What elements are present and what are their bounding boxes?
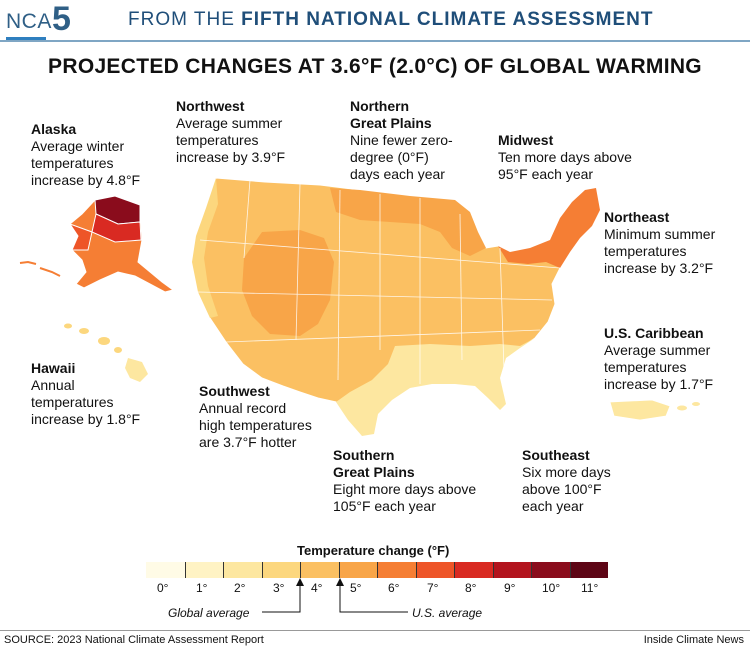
legend-swatch — [300, 562, 339, 578]
legend-tick-label: 1° — [196, 581, 208, 595]
legend-tick-mark — [570, 562, 571, 578]
region-description: Minimum summer temperatures increase by … — [604, 226, 716, 276]
region-description: Ten more days above 95°F each year — [498, 149, 632, 182]
legend-tick-mark — [339, 562, 340, 578]
region-northeast: Northeast Minimum summer temperatures in… — [604, 209, 715, 277]
region-name: U.S. Caribbean — [604, 325, 704, 341]
region-name: Southern Great Plains — [333, 447, 415, 480]
legend-tick-label: 7° — [427, 581, 439, 595]
legend-tick-label: 9° — [504, 581, 516, 595]
legend-swatch — [415, 562, 454, 578]
legend-swatch — [454, 562, 493, 578]
region-name: Hawaii — [31, 360, 76, 376]
legend-swatch — [492, 562, 531, 578]
region-description: Average winter temperatures increase by … — [31, 138, 141, 188]
global-average-arrow-icon — [296, 578, 304, 586]
header-bar — [0, 0, 750, 42]
region-name: Northwest — [176, 98, 245, 114]
legend-tick-label: 2° — [234, 581, 246, 595]
alaska-shape — [19, 195, 175, 293]
region-description: Eight more days above 105°F each year — [333, 481, 477, 514]
legend-tick-label: 6° — [388, 581, 400, 595]
hawaii-shape — [64, 323, 148, 382]
legend-swatch — [338, 562, 377, 578]
legend-swatch — [146, 562, 185, 578]
region-description: Annual record high temperatures are 3.7°… — [199, 400, 312, 450]
legend-swatch — [184, 562, 223, 578]
legend-tick-mark — [531, 562, 532, 578]
source-note: SOURCE: 2023 National Climate Assessment… — [4, 634, 264, 646]
legend-tick-mark — [300, 562, 301, 578]
region-name: Southwest — [199, 383, 270, 399]
legend-tick-mark — [493, 562, 494, 578]
legend-tick-label: 11° — [581, 581, 599, 595]
legend-swatch — [377, 562, 416, 578]
region-description: Annual temperatures increase by 1.8°F — [31, 377, 141, 427]
legend-tick-mark — [262, 562, 263, 578]
logo-underline — [6, 37, 46, 40]
region-us-caribbean: U.S. Caribbean Average summer temperatur… — [604, 325, 713, 393]
region-name: Southeast — [522, 447, 590, 463]
legend-tick-mark — [185, 562, 186, 578]
region-southeast: Southeast Six more days above 100°F each… — [522, 447, 611, 515]
region-description: Average summer temperatures increase by … — [176, 115, 286, 165]
legend-tick-mark — [377, 562, 378, 578]
legend-title: Temperature change (°F) — [297, 543, 450, 558]
map-title: PROJECTED CHANGES AT 3.6°F (2.0°C) OF GL… — [48, 55, 702, 78]
region-alaska: Alaska Average winter temperatures incre… — [31, 121, 140, 189]
legend-tick-label: 3° — [273, 581, 285, 595]
header-text-prefix: FROM THE — [128, 9, 235, 30]
footer-divider — [0, 630, 750, 631]
legend-tick-label: 10° — [542, 581, 561, 595]
region-midwest: Midwest Ten more days above 95°F each ye… — [498, 132, 632, 183]
header-text-bold: FIFTH NATIONAL CLIMATE ASSESSMENT — [241, 9, 654, 30]
legend-tick-mark — [223, 562, 224, 578]
region-description: Six more days above 100°F each year — [522, 464, 611, 514]
region-name: Northern Great Plains — [350, 98, 432, 131]
region-name: Midwest — [498, 132, 554, 148]
legend-swatch — [261, 562, 300, 578]
legend-swatch — [569, 562, 608, 578]
logo-prefix: NCA — [6, 10, 52, 33]
legend-swatch — [223, 562, 262, 578]
region-description: Nine fewer zero- degree (0°F) days each … — [350, 132, 453, 182]
region-description: Average summer temperatures increase by … — [604, 342, 714, 392]
credit-note: Inside Climate News — [643, 634, 744, 646]
us-average-pointer — [339, 580, 408, 613]
global-average-pointer — [262, 580, 301, 613]
legend-tick-label: 5° — [350, 581, 362, 595]
region-northwest: Northwest Average summer temperatures in… — [176, 98, 285, 166]
legend-tick-mark — [416, 562, 417, 578]
legend-tick-mark — [454, 562, 455, 578]
legend-tick-label: 4° — [311, 581, 323, 595]
legend-tick-label: 0° — [157, 581, 169, 595]
us-average-label: U.S. average — [412, 606, 483, 620]
us-average-arrow-icon — [336, 578, 344, 586]
region-northern-great-plains: Northern Great Plains Nine fewer zero- d… — [350, 98, 453, 183]
logo-number: 5 — [52, 0, 71, 38]
legend-color-scale — [146, 562, 608, 578]
header-text: FROM THE FIFTH NATIONAL CLIMATE ASSESSME… — [128, 9, 653, 31]
region-southern-great-plains: Southern Great Plains Eight more days ab… — [333, 447, 476, 515]
contiguous-us-shape — [191, 177, 601, 437]
caribbean-shape — [609, 399, 700, 421]
legend-tick-label: 8° — [465, 581, 477, 595]
region-southwest: Southwest Annual record high temperature… — [199, 383, 312, 451]
region-hawaii: Hawaii Annual temperatures increase by 1… — [31, 360, 140, 428]
region-name: Alaska — [31, 121, 77, 137]
global-average-label: Global average — [168, 606, 250, 620]
legend-swatch — [531, 562, 570, 578]
region-name: Northeast — [604, 209, 670, 225]
